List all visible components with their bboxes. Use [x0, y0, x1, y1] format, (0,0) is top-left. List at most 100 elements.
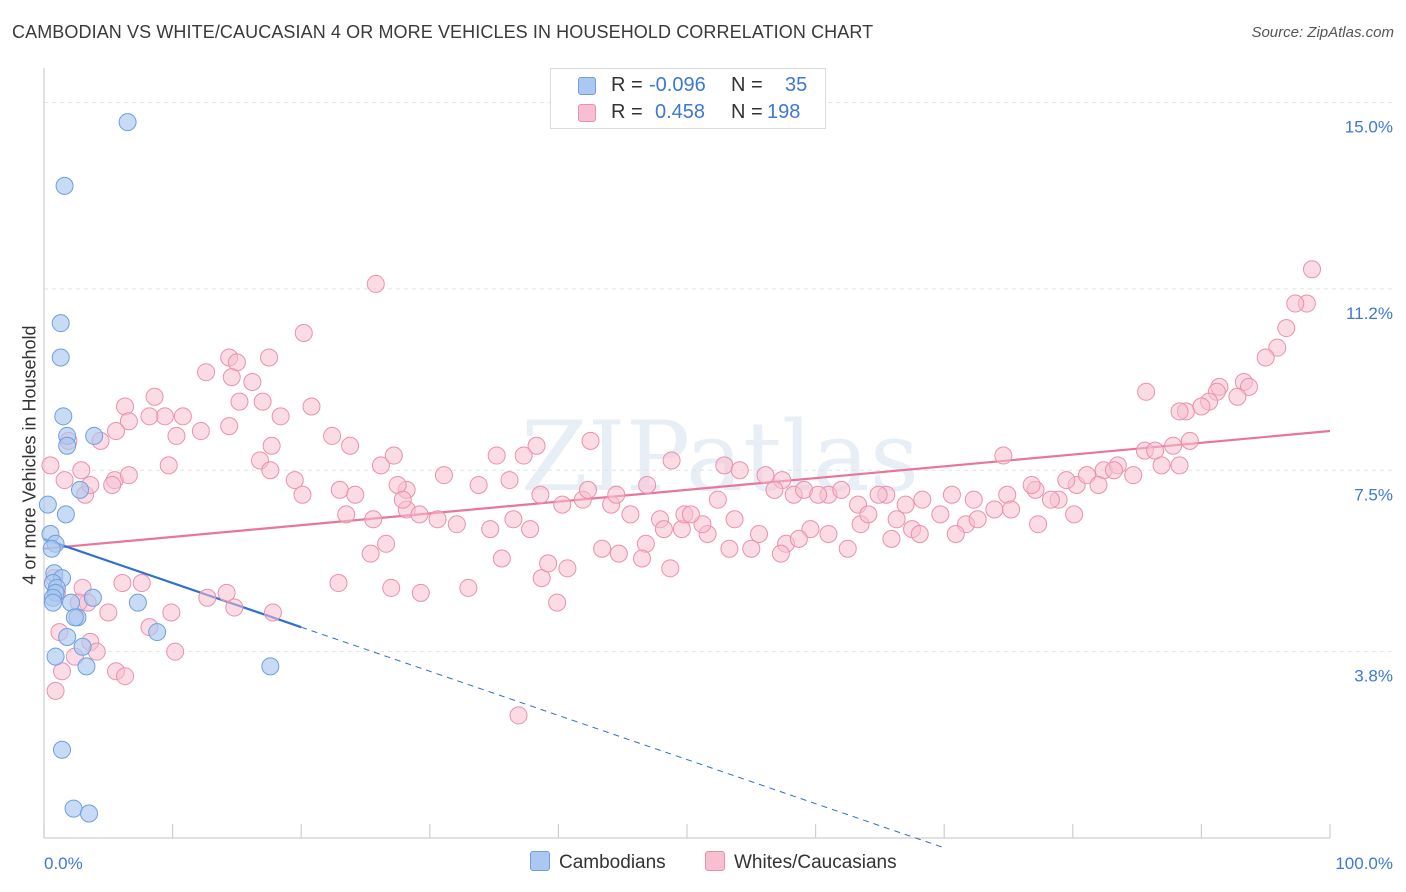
whites-point — [1089, 475, 1108, 494]
whites-point — [693, 515, 712, 534]
whites-point — [411, 583, 430, 602]
cambodian-point — [65, 608, 84, 627]
whites-point — [366, 274, 385, 293]
tick-labels: 3.8% 7.5% 11.2% 15.0% 0.0% 100.0% — [44, 118, 1393, 873]
whites-point — [155, 407, 174, 426]
cambodian-point — [58, 627, 77, 646]
whites-point — [1002, 500, 1021, 519]
whites-point — [500, 471, 519, 490]
whites-point — [99, 603, 118, 622]
whites-point — [1170, 456, 1189, 475]
whites-point — [750, 525, 769, 543]
chart-title: CAMBODIAN VS WHITE/CAUCASIAN 4 OR MORE V… — [12, 22, 874, 42]
whites-point — [1180, 431, 1199, 450]
whites-point — [931, 505, 950, 524]
whites-point — [504, 510, 523, 529]
whites-point — [621, 505, 640, 524]
source-label: Source: ZipAtlas.com — [1251, 24, 1394, 41]
whites-point — [263, 603, 282, 622]
whites-point — [487, 446, 506, 465]
whites-point — [1029, 515, 1048, 534]
whites-point — [1277, 319, 1296, 338]
legend-r-label: R = — [611, 101, 643, 123]
whites-point — [262, 436, 281, 455]
whites-point — [132, 574, 151, 593]
cambodian-point — [83, 588, 102, 607]
whites-point — [531, 485, 550, 504]
whites-point — [243, 373, 262, 391]
whites-point — [481, 520, 500, 539]
whites-point — [964, 490, 983, 509]
whites-point — [578, 480, 597, 499]
whites-point — [607, 485, 626, 504]
cambodian-point — [46, 647, 65, 666]
whites-point — [116, 667, 135, 686]
whites-point — [654, 520, 673, 539]
cambodian-point — [58, 436, 77, 455]
whites-point — [173, 407, 192, 426]
cambodian-point — [148, 623, 167, 642]
whites-point — [896, 495, 915, 514]
whites-point — [492, 549, 511, 568]
whites-point — [1302, 260, 1321, 279]
bottom-legend-label: Cambodians — [559, 852, 666, 873]
whites-trend-line — [43, 429, 1331, 550]
whites-point — [371, 456, 390, 475]
cambodian-point — [38, 495, 57, 514]
whites-point — [942, 485, 961, 504]
whites-point — [1170, 402, 1189, 421]
legend-r-value: 0.458 — [655, 101, 706, 123]
whites-point — [514, 446, 533, 465]
whites-point — [632, 549, 651, 568]
whites-point — [361, 544, 380, 563]
cambodian-point — [53, 740, 72, 759]
cambodian-point — [64, 799, 83, 818]
whites-point — [1256, 348, 1275, 367]
whites-point — [285, 471, 304, 490]
whites-point — [159, 456, 178, 475]
cambodian-point — [73, 637, 92, 656]
cambodian-point — [118, 113, 137, 132]
whites-point — [910, 525, 929, 543]
cambodian-point — [51, 314, 70, 333]
whites-point — [253, 392, 272, 411]
whites-point — [459, 578, 478, 597]
whites-point — [107, 422, 126, 441]
whites-point — [672, 520, 691, 539]
whites-point — [119, 412, 138, 431]
whites-point — [593, 539, 612, 558]
axes — [43, 68, 1331, 839]
cambodian-point — [56, 505, 75, 524]
correlation-legend: R = -0.096 N = 35 R = 0.458 N = 198 — [550, 68, 826, 129]
whites-point — [261, 461, 280, 480]
whites-point — [838, 539, 857, 558]
whites-point — [756, 466, 775, 485]
whites-point — [116, 397, 135, 416]
cambodian-point — [77, 657, 96, 676]
whites-point — [789, 529, 808, 548]
cambodian-points — [38, 113, 280, 823]
legend-swatch-blue — [578, 77, 596, 95]
whites-point — [330, 480, 349, 499]
whites-point — [72, 461, 91, 480]
whites-point — [55, 471, 74, 490]
whites-point — [1164, 436, 1183, 455]
whites-point — [384, 446, 403, 465]
whites-point — [609, 544, 628, 563]
x-tick-label-min: 0.0% — [44, 854, 83, 873]
cambodian-point — [51, 348, 70, 367]
whites-point — [553, 495, 572, 514]
whites-point — [521, 520, 540, 539]
whites-point — [103, 475, 122, 494]
whites-point — [1152, 456, 1171, 475]
whites-point — [329, 574, 348, 593]
cambodian-point — [261, 657, 280, 676]
cambodian-point — [44, 593, 63, 612]
trend-lines — [43, 429, 1331, 849]
whites-point — [725, 510, 744, 529]
whites-point — [294, 323, 313, 342]
whites-point — [581, 431, 600, 450]
whites-point — [742, 539, 761, 558]
bottom-legend-label: Whites/Caucasians — [734, 852, 897, 873]
